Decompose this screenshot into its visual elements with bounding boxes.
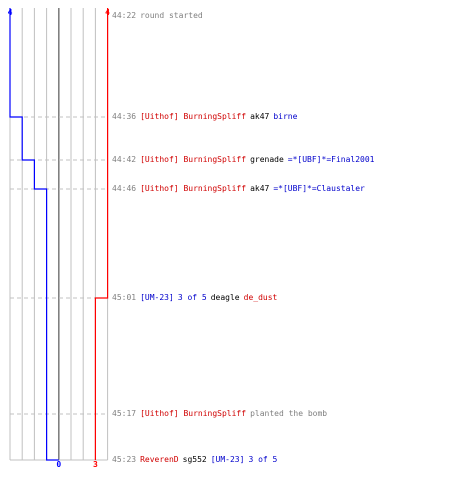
event-text: [UM-23] xyxy=(140,293,174,302)
series-start-label: 4 xyxy=(8,8,13,17)
event-row: 45:17 [Uithof] BurningSpliff planted the b… xyxy=(112,409,331,419)
event-text: round started xyxy=(140,11,203,20)
event-row: 44:22 round started xyxy=(112,11,207,21)
event-row: 45:01 [UM-23] 3 of 5 deagle de_dust xyxy=(112,293,281,303)
event-text: deagle xyxy=(210,293,240,302)
event-text: sg552 xyxy=(182,455,207,464)
event-text: [Uithof] BurningSpliff xyxy=(140,184,247,193)
event-text: =*[UBF]*=Final2001 xyxy=(287,155,375,164)
event-row: 45:23 ReverenD sg552 [UM-23] 3 of 5 xyxy=(112,455,281,465)
series-end-label: 3 xyxy=(93,460,98,469)
event-text: 3 of 5 xyxy=(177,293,207,302)
event-row: 44:36 [Uithof] BurningSpliff ak47 birne xyxy=(112,112,301,122)
event-row: 44:42 [Uithof] BurningSpliff grenade =*[UBF… xyxy=(112,155,378,165)
series-line xyxy=(94,8,109,460)
event-timestamp: 45:23 xyxy=(112,455,137,464)
event-timestamp: 45:01 xyxy=(112,293,137,302)
event-text: 3 of 5 xyxy=(248,455,278,464)
event-text: planted the bomb xyxy=(250,409,328,418)
event-timestamp: 44:42 xyxy=(112,155,137,164)
series-start-label: 4 xyxy=(105,8,110,17)
event-row: 44:46 [Uithof] BurningSpliff ak47 =*[UBF]*=… xyxy=(112,184,369,194)
series-line xyxy=(9,8,59,461)
series-end-label: 0 xyxy=(56,460,61,469)
event-timestamp: 44:46 xyxy=(112,184,137,193)
event-text: [Uithof] BurningSpliff xyxy=(140,155,247,164)
event-timestamp: 44:22 xyxy=(112,11,137,20)
event-text: =*[UBF]*=Claustaler xyxy=(273,184,365,193)
event-text: de_dust xyxy=(243,293,278,302)
event-text: ak47 xyxy=(250,184,270,193)
event-timestamp: 45:17 xyxy=(112,409,137,418)
event-text: [UM-23] xyxy=(210,455,245,464)
event-text: grenade xyxy=(250,155,284,164)
event-text: [Uithof] BurningSpliff xyxy=(140,409,247,418)
event-text: [Uithof] BurningSpliff xyxy=(140,112,247,121)
event-text: ReverenD xyxy=(140,455,179,464)
event-text: ak47 xyxy=(250,112,270,121)
event-text: birne xyxy=(273,112,298,121)
event-timestamp: 44:36 xyxy=(112,112,137,121)
